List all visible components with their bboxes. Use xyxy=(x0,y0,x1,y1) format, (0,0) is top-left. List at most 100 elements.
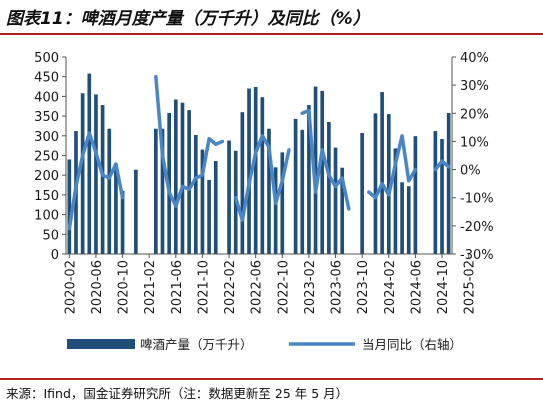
bar-55 xyxy=(433,131,438,254)
right-tick-label-0: -30% xyxy=(460,248,494,263)
bar-44 xyxy=(360,133,364,254)
source-divider xyxy=(0,378,543,380)
x-tick-label-10: 2023-06 xyxy=(330,260,345,314)
x-tick-label-3: 2021-02 xyxy=(143,260,158,314)
source-bar: 来源：Ifind，国金证券研究所（注：数据更新至 25 年 5 月） xyxy=(0,378,543,404)
left-tick-label-10: 500 xyxy=(34,51,59,66)
bar-49 xyxy=(393,148,398,254)
right-tick-label-1: -20% xyxy=(460,220,494,235)
beer-output-chart: 0 50 100 150 200 250 300 350 400 450 500 -30% -20% -1… xyxy=(34,51,493,352)
right-tick-label-7: 40% xyxy=(460,51,489,66)
bar-50 xyxy=(400,182,404,254)
bar-38 xyxy=(320,90,325,254)
left-tick-label-8: 400 xyxy=(34,90,59,105)
bar-16 xyxy=(173,99,178,254)
yoy-line-segment-2 xyxy=(154,74,225,208)
x-tick-label-14: 2024-10 xyxy=(436,260,451,314)
bar-8 xyxy=(120,190,125,254)
bar-48 xyxy=(386,114,391,254)
bar-series xyxy=(67,73,451,255)
legend-line-label: 当月同比（右轴） xyxy=(362,337,462,352)
bar-2 xyxy=(80,93,85,254)
yoy-line-segment-3 xyxy=(233,134,291,222)
bar-47 xyxy=(380,92,384,254)
bar-7 xyxy=(114,164,118,254)
bar-41 xyxy=(340,167,345,254)
bar-40 xyxy=(333,147,338,254)
bar-17 xyxy=(180,102,185,254)
yoy-line-segment-4 xyxy=(300,108,351,211)
bar-35 xyxy=(300,129,305,254)
bar-51 xyxy=(406,186,411,254)
x-tick-label-5: 2021-10 xyxy=(196,260,211,314)
x-tick-label-13: 2024-06 xyxy=(409,260,424,314)
chart-title-bar: 图表11：啤酒月度产量（万千升）及同比（%） xyxy=(0,0,543,35)
yoy-line-segment-5 xyxy=(367,134,418,200)
bar-24 xyxy=(227,140,231,254)
bar-36 xyxy=(307,105,311,254)
x-tick-label-6: 2022-02 xyxy=(223,260,238,314)
bar-28 xyxy=(253,86,258,254)
bar-37 xyxy=(313,86,318,254)
bar-19 xyxy=(193,135,198,254)
x-tick-label-15: 2025-02 xyxy=(463,260,478,314)
chart-title: 图表11：啤酒月度产量（万千升）及同比（%） xyxy=(6,9,370,29)
bar-29 xyxy=(260,97,265,254)
right-tick-label-3: 0% xyxy=(460,164,481,179)
bar-39 xyxy=(327,122,331,254)
bar-26 xyxy=(240,112,245,254)
left-tick-label-6: 300 xyxy=(34,130,59,145)
x-tick-label-2: 2020-10 xyxy=(117,260,132,314)
bar-13 xyxy=(154,128,158,254)
left-tick-label-4: 200 xyxy=(34,169,59,184)
legend-bar-label: 啤酒产量（万千升） xyxy=(140,337,253,352)
x-tick-label-4: 2021-06 xyxy=(170,260,185,314)
bar-5 xyxy=(100,105,105,254)
left-tick-label-0: 0 xyxy=(51,248,59,263)
bar-20 xyxy=(200,149,205,254)
x-tick-label-11: 2023-10 xyxy=(356,260,371,314)
bar-22 xyxy=(213,161,218,254)
bar-27 xyxy=(247,88,251,254)
bar-30 xyxy=(267,128,271,254)
bar-6 xyxy=(107,128,112,254)
left-tick-label-2: 100 xyxy=(34,209,59,224)
left-tick-label-7: 350 xyxy=(34,110,59,125)
bar-4 xyxy=(94,94,98,255)
bar-18 xyxy=(187,110,191,254)
axes: 0 50 100 150 200 250 300 350 400 450 500 -30% -20% -1… xyxy=(34,51,493,314)
x-tick-label-9: 2023-02 xyxy=(303,260,318,314)
left-tick-label-1: 50 xyxy=(42,228,59,243)
legend: 啤酒产量（万千升） 当月同比（右轴） xyxy=(67,337,462,352)
x-tick-label-12: 2024-02 xyxy=(383,260,398,314)
bar-10 xyxy=(134,169,138,254)
right-tick-label-2: -10% xyxy=(460,192,494,207)
bar-32 xyxy=(280,152,285,254)
bar-0 xyxy=(67,159,72,254)
right-tick-label-6: 30% xyxy=(460,79,489,94)
bar-56 xyxy=(440,138,444,254)
left-tick-label-5: 250 xyxy=(34,150,59,165)
x-tick-label-0: 2020-02 xyxy=(63,260,78,314)
left-tick-label-3: 150 xyxy=(34,189,59,204)
source-note: 来源：Ifind，国金证券研究所（注：数据更新至 25 年 5 月） xyxy=(6,386,349,401)
title-divider xyxy=(0,33,543,35)
bar-21 xyxy=(207,179,211,254)
line-series xyxy=(67,74,451,231)
legend-bar-swatch xyxy=(67,339,135,349)
x-tick-label-1: 2020-06 xyxy=(90,260,105,314)
right-tick-label-5: 20% xyxy=(460,107,489,122)
x-tick-label-7: 2022-06 xyxy=(250,260,265,314)
bar-34 xyxy=(293,118,298,254)
x-tick-label-8: 2022-10 xyxy=(276,260,291,314)
bar-3 xyxy=(87,73,92,254)
yoy-line-segment-0 xyxy=(67,131,125,231)
bar-14 xyxy=(160,128,165,254)
bar-57 xyxy=(446,112,451,254)
bar-46 xyxy=(373,113,378,254)
bar-31 xyxy=(273,167,278,254)
bar-52 xyxy=(413,136,418,254)
right-tick-label-4: 10% xyxy=(460,135,489,150)
yoy-line-segment-6 xyxy=(433,159,451,172)
left-tick-label-9: 450 xyxy=(34,71,59,86)
